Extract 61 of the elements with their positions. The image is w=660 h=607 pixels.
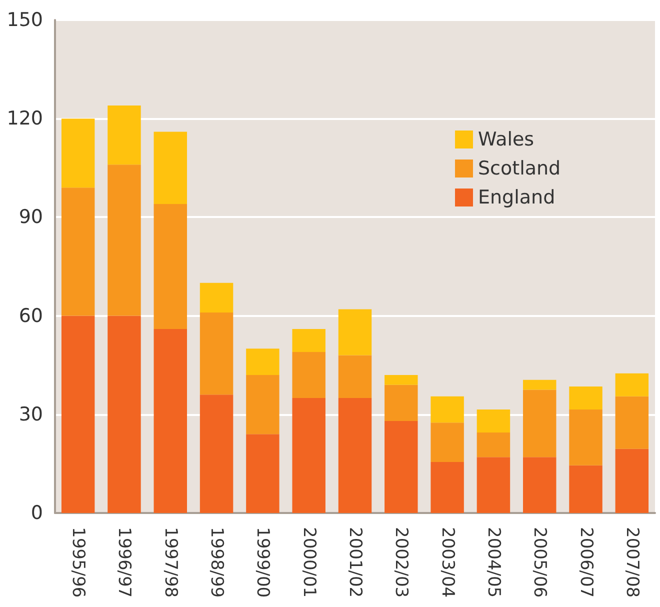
bar: [384, 420, 418, 513]
x-tick-label: 2003/04: [437, 527, 458, 598]
bar: [154, 132, 187, 204]
bar: [384, 384, 418, 421]
legend-label: England: [478, 186, 556, 208]
x-tick-label: 2002/03: [391, 527, 412, 598]
bar: [246, 434, 280, 513]
bar: [430, 396, 464, 423]
bar: [61, 316, 95, 513]
bar: [200, 312, 234, 395]
bar: [200, 282, 234, 313]
bar: [476, 409, 510, 432]
y-tick-label: 90: [18, 206, 43, 228]
bar: [292, 328, 326, 352]
x-tick-label: 2007/08: [622, 527, 642, 598]
bar: [108, 105, 141, 165]
bar: [61, 118, 95, 188]
bar: [523, 390, 556, 458]
bar: [384, 374, 418, 385]
bar: [338, 355, 372, 398]
bar: [292, 352, 326, 398]
legend-label: Scotland: [478, 158, 561, 180]
bar: [154, 328, 187, 513]
x-tick-label: 2000/01: [298, 527, 319, 598]
bar: [615, 396, 649, 449]
bar: [523, 457, 556, 513]
x-tick-label: 1997/98: [160, 527, 180, 598]
x-tick-label: 2006/07: [576, 527, 596, 598]
bar: [338, 309, 372, 356]
bar: [108, 164, 141, 316]
x-tick-label: 2004/05: [483, 527, 504, 598]
bar: [246, 348, 280, 375]
x-tick-label: 1996/97: [114, 527, 134, 598]
bar: [569, 409, 602, 466]
bar: [430, 462, 464, 513]
bar: [154, 204, 187, 329]
bar: [430, 422, 464, 462]
bar: [476, 432, 510, 458]
y-tick-label: 60: [18, 304, 43, 327]
x-tick-label: 2005/06: [530, 527, 550, 598]
bar: [338, 398, 372, 513]
bar: [476, 457, 510, 513]
bar: [200, 394, 234, 513]
y-tick-label: 30: [18, 403, 43, 426]
y-tick-label: 0: [30, 502, 43, 524]
bar: [615, 448, 649, 513]
y-tick-label: 150: [6, 9, 43, 31]
bar: [615, 373, 649, 396]
bar: [523, 380, 556, 390]
bar: [108, 316, 141, 513]
x-tick-label: 1999/00: [252, 527, 273, 598]
bar: [569, 386, 602, 410]
x-tick-label: 2001/02: [345, 527, 365, 598]
x-tick-label: 1998/99: [206, 527, 227, 598]
y-tick-label: 120: [6, 108, 43, 130]
legend-label: Wales: [478, 128, 534, 150]
bar: [61, 188, 95, 316]
bar: [292, 398, 326, 513]
bar: [246, 374, 280, 434]
bar: [569, 465, 602, 513]
x-tick-label: 1995/96: [68, 527, 88, 598]
